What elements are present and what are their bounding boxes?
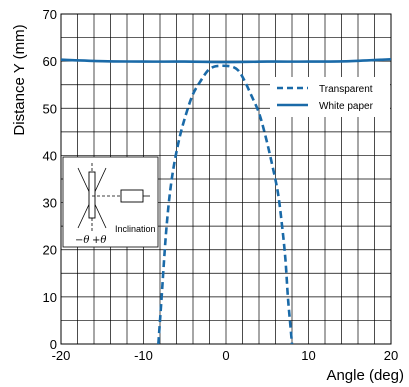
x-tick-label: 0 <box>222 348 229 363</box>
y-tick-label: 50 <box>43 101 57 116</box>
inset-theta-plus: +θ <box>92 235 106 246</box>
inset-target-plate <box>88 171 96 219</box>
y-tick-label: 30 <box>43 196 57 211</box>
inset-sensor <box>120 189 144 203</box>
inset-theta-minus: −θ <box>75 235 89 246</box>
series-line-transparent <box>157 64 294 345</box>
inclination-inset: −θ +θ Inclination <box>62 156 159 248</box>
y-tick-label: 0 <box>50 337 57 352</box>
x-tick-label: -20 <box>52 348 71 363</box>
series-line-white-paper <box>60 57 392 64</box>
legend-box <box>270 77 390 117</box>
plot-frame <box>60 13 392 345</box>
y-axis-title: Distance Y (mm) <box>11 24 28 135</box>
x-tick-labels: -20 -10 0 10 20 <box>52 348 399 363</box>
series-layer <box>60 57 392 345</box>
inset-caption: Inclination <box>115 224 156 234</box>
y-tick-label: 60 <box>43 54 57 69</box>
x-tick-label: -10 <box>134 348 153 363</box>
legend-label-transparent: Transparent <box>319 84 373 95</box>
y-tick-label: 40 <box>43 148 57 163</box>
x-tick-label: 10 <box>301 348 315 363</box>
y-tick-label: 10 <box>43 290 57 305</box>
x-tick-label: 20 <box>384 348 398 363</box>
y-tick-labels: 0 10 20 30 40 50 60 70 <box>43 7 57 352</box>
legend: Transparent White paper <box>270 77 390 117</box>
x-axis-title: Angle (deg) <box>326 367 404 384</box>
y-tick-label: 70 <box>43 7 57 22</box>
legend-label-white-paper: White paper <box>319 101 374 112</box>
y-tick-label: 20 <box>43 243 57 258</box>
